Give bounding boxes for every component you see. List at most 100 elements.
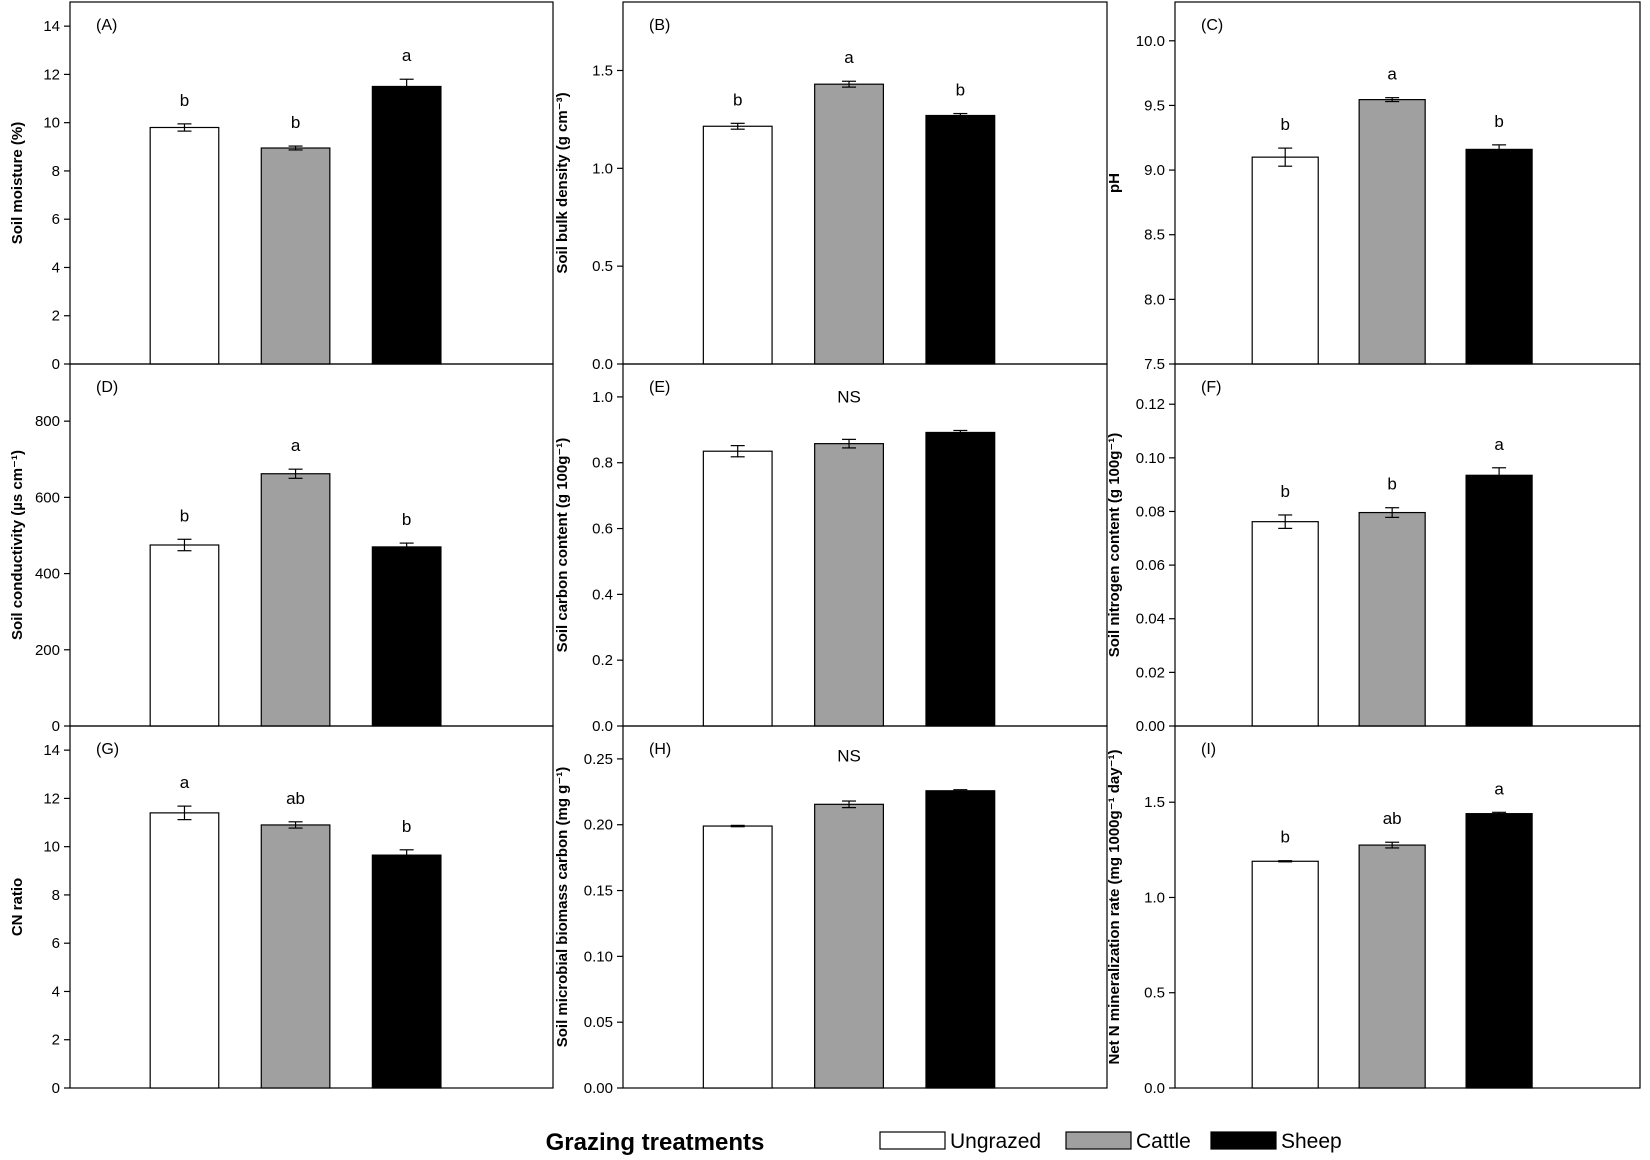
panel-e-bar-ungrazed (702, 450, 773, 727)
panel-d: (D) 0 200 400 600 800 Soil conductivity (µs cm… (9, 363, 554, 735)
panel-c-ytick-label: 9.0 (1144, 162, 1165, 179)
panel-f-sig-letter: b (1280, 482, 1289, 501)
panel-g-ytick-label: 10 (43, 839, 60, 856)
panel-e-bar-cattle (814, 443, 884, 727)
legend-swatch-cattle (1065, 1131, 1132, 1150)
panel-a-sig-letter: b (180, 91, 189, 110)
panel-f-ytick-label: 0.08 (1136, 503, 1165, 520)
panel-c-ytick-label: 9.5 (1144, 97, 1165, 114)
panel-a-sig-letter: a (402, 46, 412, 65)
panel-d-sig-letter: a (291, 436, 301, 455)
panel-f-ytick-label: 0.10 (1136, 450, 1165, 467)
panel-e-ns-note: NS (837, 387, 861, 406)
legend-swatch-sheep (1210, 1131, 1277, 1150)
panel-i-bar-cattle (1358, 844, 1426, 1089)
panel-a-ytick-label: 6 (52, 211, 60, 228)
panel-d-y-axis-label: Soil conductivity (µs cm⁻¹) (9, 450, 26, 640)
panel-d-letter: (D) (96, 379, 118, 396)
panel-a-ytick-label: 12 (43, 66, 60, 83)
panel-i-ytick-label: 1.0 (1144, 889, 1165, 906)
panel-g-letter: (G) (96, 741, 119, 758)
panel-g-ytick-label: 0 (52, 1080, 60, 1097)
panel-f-letter: (F) (1201, 379, 1221, 396)
panel-h-ytick-label: 0.15 (584, 883, 613, 900)
panel-h-ytick-label: 0.00 (584, 1080, 613, 1097)
panel-g: (G) 0 2 4 6 8 10 12 14 CN ratio a ab b (9, 725, 554, 1097)
panel-d-bar-cattle (260, 473, 331, 727)
panel-f-sig-letter: a (1494, 435, 1504, 454)
panel-f-ytick-label: 0.02 (1136, 664, 1165, 681)
panel-e-ytick-label: 0.6 (592, 521, 613, 538)
panel-c-ytick-label: 10.0 (1136, 33, 1165, 50)
panel-c-y-axis-label: pH (1106, 173, 1123, 193)
panel-g-sig-letter: a (180, 773, 190, 792)
panel-i-sig-letter: ab (1383, 809, 1402, 828)
panel-b-ytick-label: 0.5 (592, 258, 613, 275)
legend: Ungrazed Cattle Sheep (879, 1130, 1342, 1153)
panel-f: (F) 0.00 0.02 0.04 0.06 0.08 0.10 0.12 Soil nitr… (1106, 363, 1641, 735)
panel-f-sig-letter: b (1387, 475, 1396, 494)
panel-g-bar-sheep (371, 854, 442, 1089)
panel-c-sig-letter: a (1387, 65, 1397, 84)
panel-e-y-axis-label: Soil carbon content (g 100g⁻¹) (554, 438, 571, 653)
panel-c: (C) 7.5 8.0 8.5 9.0 9.5 10.0 pH b a b (1106, 1, 1641, 373)
panel-b-letter: (B) (649, 17, 670, 34)
panel-c-ytick-label: 7.5 (1144, 356, 1165, 373)
legend-label-cattle: Cattle (1136, 1130, 1191, 1153)
panel-c-letter: (C) (1201, 17, 1223, 34)
panel-d-sig-letter: b (402, 510, 411, 529)
panel-b-sig-letter: a (844, 48, 854, 67)
panel-i-y-axis-label: Net N mineralization rate (mg 1000g⁻¹ da… (1106, 749, 1123, 1064)
panel-b-bar-sheep (925, 114, 996, 365)
panel-b-sig-letter: b (956, 81, 965, 100)
panel-c-ytick-label: 8.5 (1144, 227, 1165, 244)
panels-group: (A) 0 2 4 6 8 10 12 14 Soil moisture (%) b b a (B) 0.0… (9, 1, 1641, 1097)
panel-a-bar-ungrazed (149, 126, 220, 365)
panel-a-ytick-label: 4 (52, 259, 60, 276)
panel-a-ytick-label: 14 (43, 18, 60, 35)
panel-i-ytick-label: 0.0 (1144, 1080, 1165, 1097)
panel-h-bar-sheep (925, 790, 996, 1089)
panel-g-ytick-label: 14 (43, 742, 60, 759)
panel-i-letter: (I) (1201, 741, 1216, 758)
panel-g-ytick-label: 2 (52, 1032, 60, 1049)
panel-d-ytick-label: 0 (52, 718, 60, 735)
panel-a-bar-cattle (260, 147, 331, 365)
panel-a-y-axis-label: Soil moisture (%) (9, 122, 26, 245)
panel-c-ytick-label: 8.0 (1144, 291, 1165, 308)
panel-a-sig-letter: b (291, 113, 300, 132)
panel-f-ytick-label: 0.12 (1136, 396, 1165, 413)
panel-b-y-axis-label: Soil bulk density (g cm⁻³) (554, 92, 571, 273)
panel-h-ytick-label: 0.10 (584, 948, 613, 965)
legend-label-sheep: Sheep (1281, 1130, 1342, 1153)
panel-g-ytick-label: 4 (52, 983, 60, 1000)
panel-d-sig-letter: b (180, 506, 189, 525)
panel-d-ytick-label: 800 (35, 413, 60, 430)
panel-i: (I) 0.0 0.5 1.0 1.5 Net N mineralization rate… (1106, 725, 1641, 1097)
panel-g-sig-letter: ab (286, 789, 305, 808)
panel-g-ytick-label: 6 (52, 935, 60, 952)
panel-d-bar-sheep (371, 546, 442, 727)
panel-a-letter: (A) (96, 17, 117, 34)
panel-c-bar-ungrazed (1251, 156, 1319, 365)
panel-d-ytick-label: 200 (35, 642, 60, 659)
panel-b: (B) 0.0 0.5 1.0 1.5 Soil bulk density (g cm⁻³… (554, 1, 1108, 373)
panel-d-bar-ungrazed (149, 544, 220, 727)
panel-h-ytick-label: 0.20 (584, 817, 613, 834)
panel-a: (A) 0 2 4 6 8 10 12 14 Soil moisture (%) b b a (9, 1, 554, 373)
panel-f-y-axis-label: Soil nitrogen content (g 100g⁻¹) (1106, 433, 1123, 658)
panel-h-bar-cattle (814, 803, 884, 1089)
panel-f-ytick-label: 0.00 (1136, 718, 1165, 735)
panel-f-bar-sheep (1465, 474, 1533, 727)
x-axis-title: Grazing treatments (546, 1129, 765, 1156)
panel-i-bar-sheep (1465, 813, 1533, 1089)
panel-e-ytick-label: 0.2 (592, 652, 613, 669)
panel-h-ytick-label: 0.05 (584, 1014, 613, 1031)
panel-h-ns-note: NS (837, 747, 861, 766)
panel-g-bar-cattle (260, 824, 331, 1089)
panel-g-ytick-label: 12 (43, 790, 60, 807)
panel-i-sig-letter: b (1280, 828, 1289, 847)
panel-g-ytick-label: 8 (52, 887, 60, 904)
panel-c-bar-cattle (1358, 99, 1426, 365)
